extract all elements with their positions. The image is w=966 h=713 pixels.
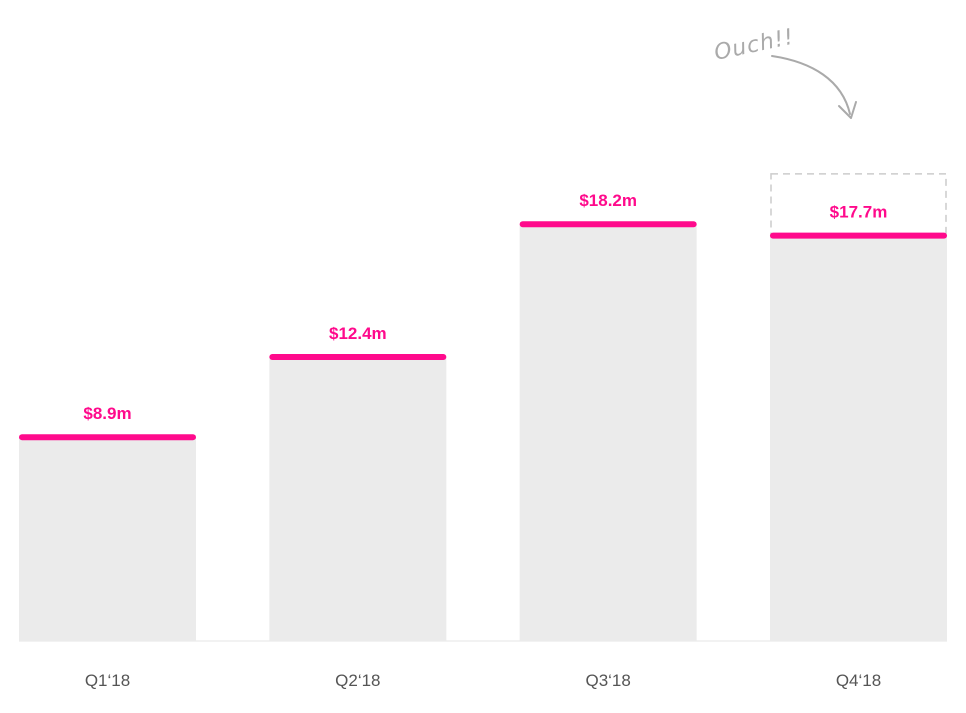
caps-layer xyxy=(19,221,947,441)
bar-cap xyxy=(519,221,697,228)
annotation-arrow-icon xyxy=(771,55,851,115)
bar xyxy=(269,357,447,641)
bar-value-label: $8.9m xyxy=(83,404,131,423)
x-tick-label: Q2‘18 xyxy=(335,671,380,690)
x-tick-label: Q1‘18 xyxy=(85,671,130,690)
bar xyxy=(770,235,947,642)
bar-cap xyxy=(269,354,447,361)
bar-cap xyxy=(19,434,196,441)
bars-layer xyxy=(19,224,947,642)
bar-value-label: $17.7m xyxy=(830,203,888,222)
bar xyxy=(519,224,697,641)
annotation-text: Ouch!! xyxy=(712,25,796,66)
x-tick-label: Q4‘18 xyxy=(836,671,881,690)
bar-cap xyxy=(770,232,947,239)
x-axis-ticks-layer: Q1‘18 Q2‘18 Q3‘18 Q4‘18 xyxy=(85,671,881,690)
bar xyxy=(19,437,196,641)
value-labels-layer: $8.9m $12.4m $18.2m $17.7m xyxy=(83,191,887,423)
bar-value-label: $12.4m xyxy=(329,324,387,343)
annotation-layer: Ouch!! xyxy=(712,25,857,119)
x-tick-label: Q3‘18 xyxy=(585,671,630,690)
annotation-arrowhead-icon xyxy=(838,101,857,119)
bar-value-label: $18.2m xyxy=(579,191,637,210)
